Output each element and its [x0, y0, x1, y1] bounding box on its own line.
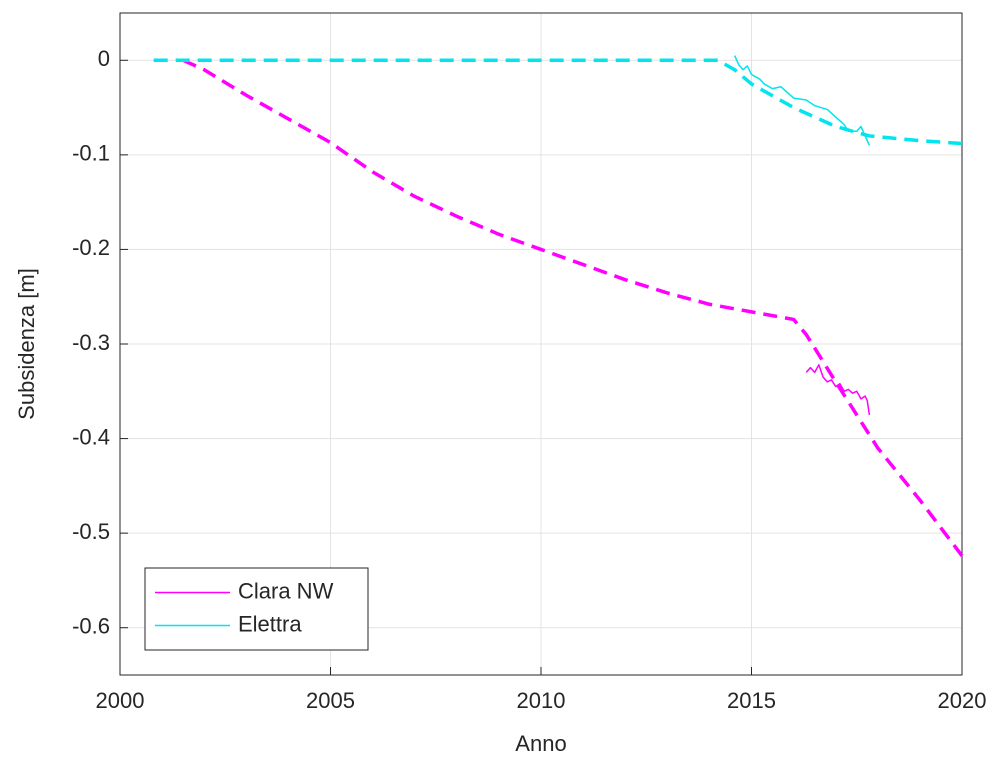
y-tick-label: -0.1 [72, 141, 110, 166]
y-tick-label: 0 [98, 46, 110, 71]
x-tick-label: 2000 [96, 688, 145, 713]
x-axis-label: Anno [515, 731, 566, 756]
line [182, 58, 964, 557]
line [733, 55, 871, 146]
x-tick-label: 2005 [306, 688, 355, 713]
x-tick-label: 2010 [517, 688, 566, 713]
y-axis-label: Subsidenza [m] [14, 268, 39, 420]
legend-label: Clara NW [238, 578, 334, 603]
y-tick-label: -0.2 [72, 235, 110, 260]
x-tick-label: 2020 [938, 688, 987, 713]
y-tick-label: -0.4 [72, 424, 110, 449]
line [805, 364, 871, 416]
y-tick-label: -0.5 [72, 519, 110, 544]
y-tick-label: -0.6 [72, 614, 110, 639]
x-tick-label: 2015 [727, 688, 776, 713]
legend-box [144, 567, 369, 651]
plot-frame [119, 12, 963, 676]
y-tick-label: -0.3 [72, 330, 110, 355]
legend-label: Elettra [238, 611, 302, 636]
